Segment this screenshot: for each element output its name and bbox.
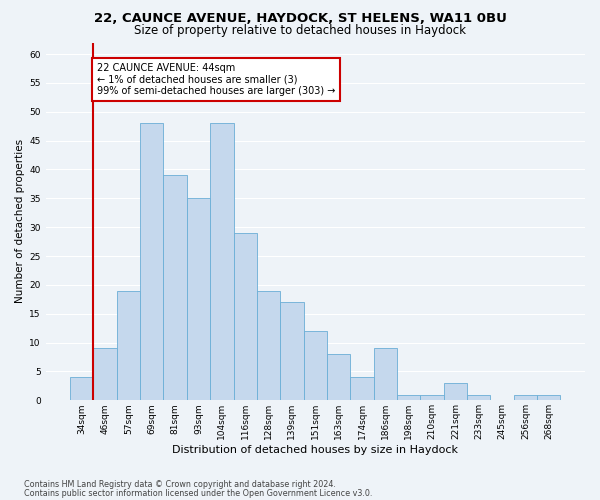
Text: 22 CAUNCE AVENUE: 44sqm
← 1% of detached houses are smaller (3)
99% of semi-deta: 22 CAUNCE AVENUE: 44sqm ← 1% of detached… [97,62,335,96]
Bar [374,348,397,401]
Text: Size of property relative to detached houses in Haydock: Size of property relative to detached ho… [134,24,466,37]
Bar [257,290,280,401]
Bar [444,383,467,400]
Bar [304,331,327,400]
Bar [70,377,94,400]
X-axis label: Distribution of detached houses by size in Haydock: Distribution of detached houses by size … [172,445,458,455]
Text: Contains HM Land Registry data © Crown copyright and database right 2024.: Contains HM Land Registry data © Crown c… [24,480,336,489]
Bar [187,198,210,400]
Text: Contains public sector information licensed under the Open Government Licence v3: Contains public sector information licen… [24,488,373,498]
Bar [117,290,140,401]
Bar [163,175,187,400]
Bar [421,394,444,400]
Bar [397,394,421,400]
Bar [537,394,560,400]
Bar [233,233,257,400]
Bar [280,302,304,400]
Bar [350,377,374,400]
Bar [514,394,537,400]
Text: 22, CAUNCE AVENUE, HAYDOCK, ST HELENS, WA11 0BU: 22, CAUNCE AVENUE, HAYDOCK, ST HELENS, W… [94,12,506,26]
Bar [210,124,233,400]
Y-axis label: Number of detached properties: Number of detached properties [15,140,25,304]
Bar [140,124,163,400]
Bar [467,394,490,400]
Bar [327,354,350,401]
Bar [94,348,117,401]
